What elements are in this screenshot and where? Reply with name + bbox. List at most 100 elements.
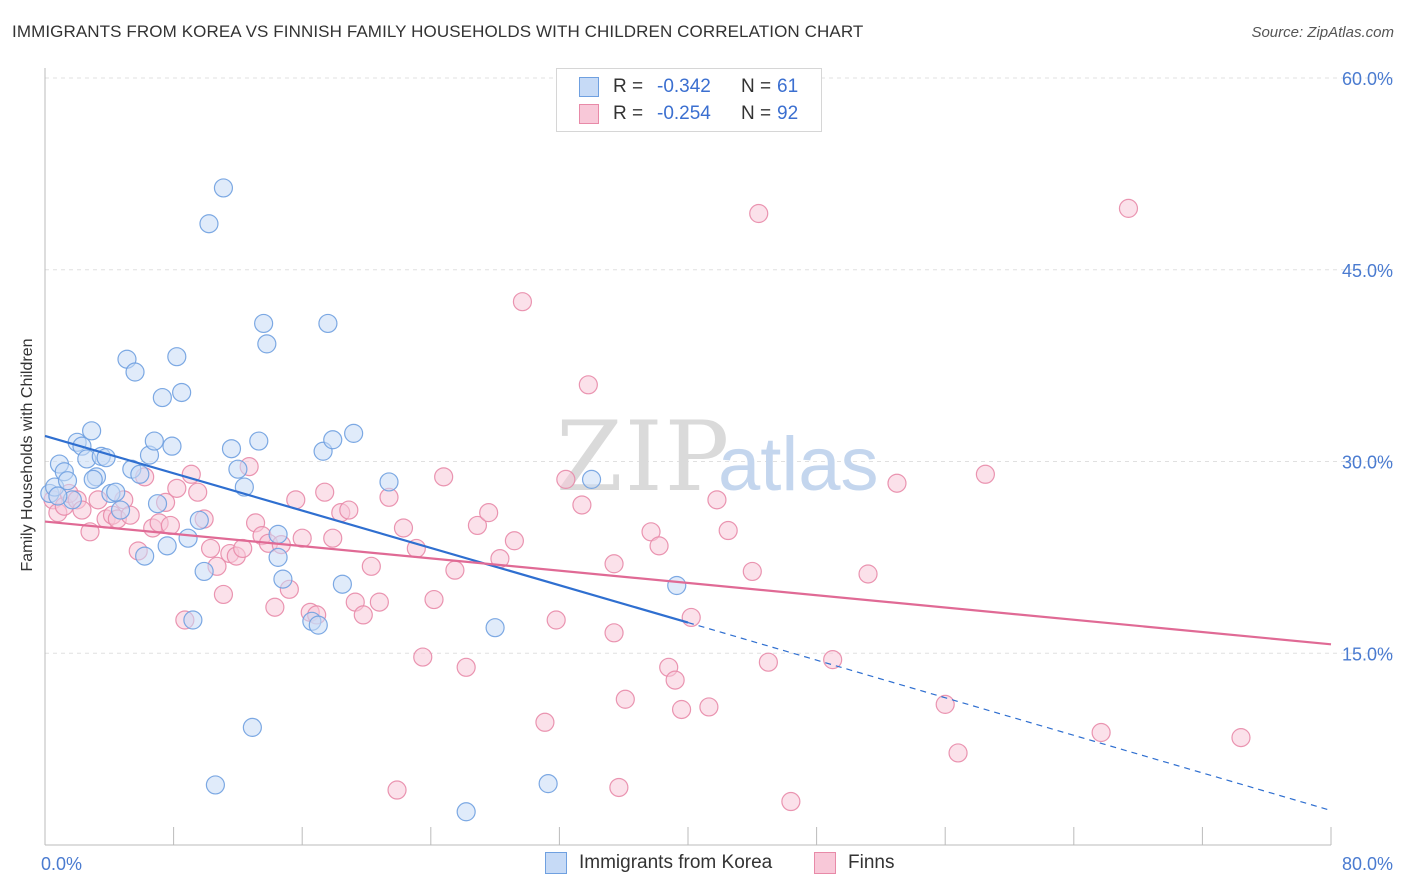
korea-point bbox=[456, 802, 476, 822]
korea-point bbox=[147, 494, 168, 514]
x-tick-label: 80.0% bbox=[1342, 854, 1393, 874]
finns-point bbox=[887, 473, 907, 493]
finns-point bbox=[512, 292, 533, 312]
series-swatch-finns bbox=[814, 852, 836, 874]
finns-point bbox=[609, 777, 629, 798]
finns-trend-line bbox=[44, 520, 1332, 646]
x-tick-label: 0.0% bbox=[41, 854, 82, 874]
finns-point bbox=[1091, 722, 1111, 743]
legend-r-value-finns: -0.254 bbox=[657, 103, 711, 124]
korea-point bbox=[110, 500, 131, 520]
finns-point bbox=[424, 589, 444, 610]
korea-point bbox=[318, 313, 338, 334]
korea-point bbox=[268, 547, 288, 567]
korea-point bbox=[344, 423, 364, 443]
finns-point bbox=[160, 515, 180, 536]
finns-point bbox=[445, 560, 465, 580]
trend-lines bbox=[44, 434, 1332, 812]
legend-n-value-korea: 61 bbox=[777, 76, 799, 97]
legend-row-korea: R = -0.342 N = 61 bbox=[579, 75, 798, 99]
korea-point bbox=[106, 482, 126, 502]
korea-point bbox=[249, 431, 269, 451]
finns-point bbox=[188, 482, 208, 502]
finns-point bbox=[315, 482, 335, 502]
finns-point bbox=[707, 490, 727, 510]
korea-point bbox=[323, 430, 343, 450]
finns-point bbox=[467, 515, 488, 536]
finns-point bbox=[758, 652, 778, 672]
series-label-finns: Finns bbox=[848, 852, 895, 873]
korea-point bbox=[257, 334, 277, 354]
grid-lines bbox=[45, 77, 1395, 654]
finns-point bbox=[353, 605, 373, 625]
korea-point bbox=[268, 524, 288, 544]
legend-n-label: N = bbox=[741, 103, 772, 124]
finns-point bbox=[213, 584, 234, 605]
series-legend-korea: Immigrants from Korea bbox=[545, 852, 772, 874]
legend-n-value-finns: 92 bbox=[777, 103, 799, 124]
korea-point bbox=[213, 178, 234, 198]
finns-point bbox=[749, 203, 769, 224]
finns-point bbox=[556, 469, 576, 489]
legend-r-label: R = bbox=[613, 103, 644, 124]
korea-point bbox=[485, 618, 505, 638]
finns-point bbox=[504, 531, 524, 551]
watermark: ZIP atlas bbox=[556, 401, 879, 513]
korea-point bbox=[221, 439, 242, 459]
series-legend: Immigrants from Korea Finns bbox=[0, 852, 1406, 876]
korea-point bbox=[130, 464, 150, 484]
y-tick-label: 15.0% bbox=[1342, 644, 1393, 664]
korea-point bbox=[157, 536, 177, 556]
korea-point bbox=[667, 575, 687, 596]
finns-point bbox=[858, 564, 878, 584]
finns-point bbox=[393, 518, 414, 538]
korea-point bbox=[194, 561, 214, 582]
korea-point bbox=[48, 486, 68, 506]
korea-point bbox=[135, 546, 155, 566]
y-tick-label: 45.0% bbox=[1342, 261, 1393, 281]
korea-point bbox=[242, 717, 262, 737]
legend-r-value-korea: -0.342 bbox=[657, 76, 711, 97]
finns-point bbox=[200, 538, 221, 559]
korea-point bbox=[183, 610, 203, 630]
finns-point bbox=[699, 697, 719, 717]
finns-point bbox=[615, 689, 635, 709]
korea-point bbox=[125, 362, 145, 382]
korea-point bbox=[178, 528, 198, 548]
korea-point bbox=[581, 469, 602, 489]
finns-point bbox=[604, 623, 624, 643]
legend-swatch-korea bbox=[579, 77, 599, 97]
finns-point bbox=[479, 503, 499, 523]
korea-point bbox=[379, 472, 399, 492]
finns-point bbox=[361, 556, 381, 576]
finns-point bbox=[434, 467, 454, 487]
korea-point bbox=[332, 574, 352, 594]
y-tick-label: 60.0% bbox=[1342, 69, 1393, 89]
finns-point bbox=[1231, 728, 1251, 748]
y-tick-label: 30.0% bbox=[1342, 453, 1393, 473]
finns-point bbox=[718, 520, 738, 541]
finns-point bbox=[167, 478, 187, 498]
chart-source: Source: ZipAtlas.com bbox=[1251, 24, 1394, 41]
finns-point bbox=[413, 647, 433, 667]
finns-point bbox=[535, 712, 555, 732]
korea-point bbox=[199, 214, 219, 234]
korea-point bbox=[308, 615, 328, 635]
finns-point bbox=[742, 561, 762, 582]
finns-point bbox=[578, 375, 598, 395]
legend-n-label: N = bbox=[741, 76, 772, 97]
korea-point bbox=[162, 436, 182, 456]
finns-point bbox=[1118, 198, 1139, 218]
korea-point bbox=[82, 421, 102, 441]
series-label-korea: Immigrants from Korea bbox=[579, 852, 773, 873]
finns-point bbox=[369, 592, 389, 612]
finns-point bbox=[339, 500, 359, 520]
axes bbox=[44, 68, 1332, 846]
korea-trend-extension bbox=[687, 621, 1332, 812]
korea-point bbox=[57, 471, 78, 491]
korea-trend-line bbox=[44, 434, 689, 624]
finns-point bbox=[323, 528, 343, 548]
korea-point bbox=[189, 510, 209, 530]
finns-point bbox=[935, 694, 955, 714]
series-legend-finns: Finns bbox=[814, 852, 894, 874]
